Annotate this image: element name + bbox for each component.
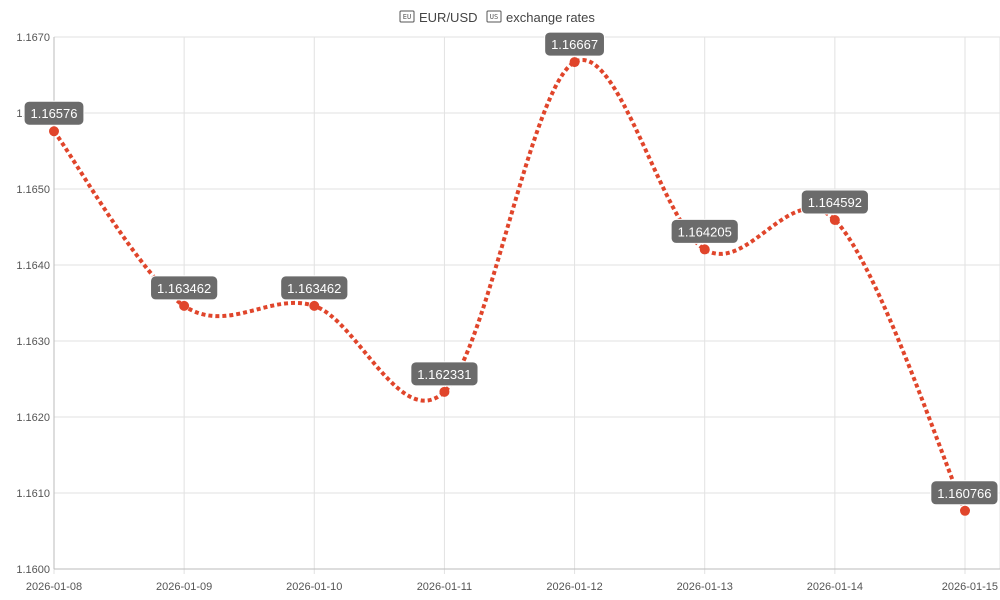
chart-title-pair: EUR/USD <box>419 10 478 25</box>
data-label-text: 1.163462 <box>287 281 341 296</box>
data-point[interactable] <box>569 57 580 68</box>
data-label: 1.164592 <box>800 189 869 215</box>
data-label-text: 1.164205 <box>678 224 732 239</box>
us-flag-text: US <box>490 13 498 21</box>
y-tick-label: 1.1620 <box>16 412 50 424</box>
data-label-text: 1.160766 <box>937 486 991 501</box>
data-label-text: 1.164592 <box>808 195 862 210</box>
data-label: 1.16576 <box>23 100 85 126</box>
data-label-box <box>410 361 479 387</box>
data-label-box <box>150 275 219 301</box>
y-tick-label: 1.1610 <box>16 488 50 500</box>
data-label: 1.163462 <box>150 275 219 301</box>
series-group <box>52 58 967 512</box>
data-point[interactable] <box>309 300 320 311</box>
data-label-text: 1.16576 <box>31 106 78 121</box>
axes <box>53 37 1000 570</box>
eu-flag-text: EU <box>403 13 411 21</box>
data-point[interactable] <box>179 300 190 311</box>
x-tick-label: 2026-01-10 <box>286 581 342 593</box>
data-point[interactable] <box>49 126 59 137</box>
us-flag-icon: US <box>486 10 502 23</box>
grid <box>53 36 1000 574</box>
data-point[interactable] <box>829 215 840 226</box>
data-label-box <box>23 100 85 126</box>
data-label-box <box>670 218 739 244</box>
data-label-box <box>800 189 869 215</box>
x-tick-label: 2026-01-15 <box>942 581 998 593</box>
eu-flag-icon: EU <box>399 10 415 23</box>
data-label-text: 1.16667 <box>551 37 598 52</box>
data-label-box <box>280 275 349 301</box>
x-tick-label: 2026-01-12 <box>546 581 602 593</box>
data-point[interactable] <box>439 386 450 397</box>
x-tick-label: 2026-01-13 <box>677 581 733 593</box>
series-line <box>52 58 967 512</box>
y-tick-label: 1.1640 <box>16 260 50 272</box>
y-axis-ticks: 1.1600 1.1610 1.1620 1.1630 1.1640 1.1650 1.16… <box>16 32 50 576</box>
data-labels: 1.16576 1.163462 1.163462 1.162331 1.16667 1.… <box>23 31 999 506</box>
x-tick-label: 2026-01-11 <box>417 581 472 593</box>
data-label: 1.162331 <box>410 361 479 387</box>
data-label-box <box>544 31 605 57</box>
data-label-text: 1.162331 <box>417 367 471 382</box>
x-axis-ticks: 2026-01-08 2026-01-09 2026-01-10 2026-01-11… <box>26 581 998 593</box>
data-label-box <box>930 480 999 506</box>
data-point[interactable] <box>960 505 970 516</box>
y-tick-label: 1.1650 <box>16 184 50 196</box>
chart-title: EU EUR/USD US exchange rates <box>399 10 595 25</box>
data-label: 1.164205 <box>670 218 739 244</box>
y-tick-label: 1.1670 <box>16 32 50 44</box>
y-tick-label: 1.1630 <box>16 336 50 348</box>
x-tick-label: 2026-01-14 <box>807 581 863 593</box>
data-label-text: 1.163462 <box>157 281 211 296</box>
data-label: 1.163462 <box>280 275 349 301</box>
x-tick-label: 2026-01-09 <box>156 581 212 593</box>
chart-title-suffix: exchange rates <box>506 10 595 25</box>
data-label: 1.160766 <box>930 480 999 506</box>
data-label: 1.16667 <box>544 31 605 57</box>
data-point[interactable] <box>699 244 710 255</box>
data-points <box>49 57 970 516</box>
y-tick-label: 1.1600 <box>16 564 50 576</box>
x-tick-label: 2026-01-08 <box>26 581 82 593</box>
